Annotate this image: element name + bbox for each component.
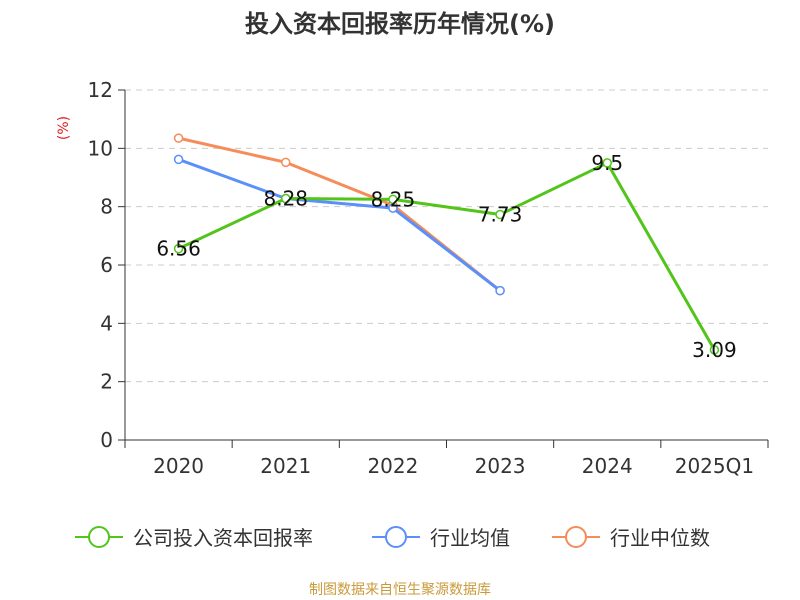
x-tick-label: 2025Q1 bbox=[675, 454, 754, 478]
x-tick-label: 2020 bbox=[153, 454, 204, 478]
data-point bbox=[173, 243, 184, 254]
legend-marker bbox=[565, 526, 587, 548]
legend-item[interactable]: 行业均值 bbox=[372, 526, 510, 550]
series-line bbox=[178, 158, 501, 292]
series-layer bbox=[173, 133, 720, 355]
data-point bbox=[173, 154, 184, 165]
data-label: 8.25 bbox=[371, 187, 416, 211]
data-point bbox=[709, 345, 720, 355]
x-tick-label: 2024 bbox=[582, 454, 633, 478]
y-tick-label: 10 bbox=[88, 136, 113, 160]
x-tick-label: 2022 bbox=[367, 454, 418, 478]
series-line bbox=[178, 136, 502, 292]
x-tick-label: 2023 bbox=[475, 454, 526, 478]
y-axis-unit-label: (%) bbox=[56, 116, 72, 140]
data-point bbox=[495, 285, 505, 296]
x-tick-label: 2021 bbox=[260, 454, 311, 478]
y-tick-label: 8 bbox=[100, 195, 113, 219]
chart-title: 投入资本回报率历年情况(%) bbox=[245, 10, 555, 38]
legend-item[interactable]: 行业中位数 bbox=[552, 526, 710, 550]
data-point bbox=[281, 193, 291, 204]
y-tick-label: 4 bbox=[100, 311, 113, 335]
data-label: 8.28 bbox=[263, 187, 308, 211]
series-line bbox=[177, 161, 716, 351]
y-tick-label: 0 bbox=[100, 428, 113, 452]
source-footer: 制图数据来自恒生聚源数据库 bbox=[309, 582, 491, 598]
data-point bbox=[602, 158, 612, 168]
data-point bbox=[281, 157, 291, 168]
legend-marker bbox=[385, 526, 407, 548]
data-point bbox=[388, 194, 398, 205]
data-label: 6.56 bbox=[156, 237, 201, 261]
data-label: 7.73 bbox=[478, 203, 523, 227]
y-tick-label: 2 bbox=[100, 370, 113, 394]
data-labels: 6.56 8.28 8.25 7.73 9.5 3.09 bbox=[156, 151, 736, 362]
legend-label: 行业均值 bbox=[430, 526, 510, 550]
axes: 0 2 4 6 8 10 12 2020 2021 2022 2023 2024 2025Q1 bbox=[88, 78, 769, 478]
data-point bbox=[173, 133, 184, 143]
grid-lines bbox=[125, 89, 768, 383]
legend-marker bbox=[88, 526, 110, 548]
data-label: 3.09 bbox=[692, 338, 737, 362]
legend-item[interactable]: 公司投入资本回报率 bbox=[75, 526, 313, 550]
legend[interactable]: 公司投入资本回报率 行业均值 行业中位数 bbox=[75, 526, 710, 550]
data-point bbox=[495, 209, 505, 220]
legend-label: 行业中位数 bbox=[610, 526, 710, 550]
legend-label: 公司投入资本回报率 bbox=[133, 526, 313, 550]
y-tick-label: 6 bbox=[100, 253, 113, 277]
data-label: 9.5 bbox=[591, 151, 623, 175]
y-tick-label: 12 bbox=[88, 78, 113, 102]
